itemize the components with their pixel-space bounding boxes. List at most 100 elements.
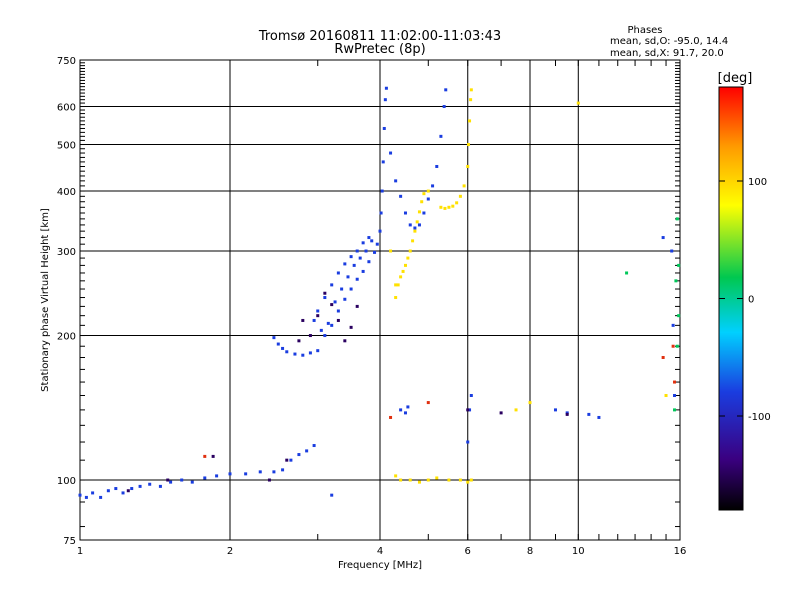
data-point: [553, 408, 557, 412]
data-point: [293, 352, 297, 356]
data-point: [330, 493, 334, 497]
data-point: [336, 318, 340, 322]
data-point: [361, 241, 365, 245]
data-point: [469, 478, 473, 482]
data-point: [466, 440, 470, 444]
data-point: [587, 412, 591, 416]
data-point: [180, 478, 184, 482]
data-point: [312, 318, 316, 322]
data-point: [276, 342, 280, 346]
data-point: [381, 160, 385, 164]
data-point: [469, 88, 473, 92]
data-point: [677, 263, 681, 267]
data-point: [406, 405, 410, 409]
data-point: [401, 269, 405, 273]
data-point: [148, 482, 152, 486]
data-point: [675, 344, 679, 348]
y-tick-label: 200: [57, 332, 76, 343]
data-point: [455, 201, 459, 205]
data-point: [361, 269, 365, 273]
data-point: [383, 98, 387, 102]
chart-title: Tromsø 20160811 11:02:00-11:03:43: [258, 29, 501, 44]
data-point: [364, 249, 368, 253]
data-point: [417, 480, 421, 484]
data-point: [415, 220, 419, 224]
data-point: [466, 480, 470, 484]
data-point: [469, 394, 473, 398]
y-tick-label: 75: [63, 536, 76, 547]
data-point: [323, 291, 327, 295]
data-point: [203, 476, 207, 480]
data-point: [267, 478, 271, 482]
phase-stats-x: mean, sd,X: 91.7, 20.0: [610, 48, 724, 59]
y-tick-label: 600: [57, 103, 76, 114]
data-point: [399, 275, 403, 279]
data-point: [355, 304, 359, 308]
data-point: [444, 88, 448, 92]
data-point: [297, 339, 301, 343]
data-point: [411, 239, 415, 243]
data-point: [336, 271, 340, 275]
data-point: [305, 449, 309, 453]
x-tick-label: 8: [527, 546, 533, 557]
data-point: [565, 411, 569, 415]
data-point: [380, 189, 384, 193]
colorbar-unit: [deg]: [718, 71, 753, 86]
phase-stats-heading: Phases: [627, 25, 662, 36]
data-point: [466, 164, 470, 168]
data-point: [389, 249, 393, 253]
data-point: [408, 249, 412, 253]
x-tick-label: 6: [465, 546, 471, 557]
data-point: [355, 249, 359, 253]
data-point: [158, 484, 162, 488]
data-point: [203, 454, 207, 458]
data-point: [466, 143, 470, 147]
data-point: [422, 211, 426, 215]
data-point: [426, 478, 430, 482]
x-tick-label: 10: [572, 546, 585, 557]
data-points: [78, 86, 681, 499]
data-point: [399, 408, 403, 412]
data-point: [673, 408, 677, 412]
data-point: [319, 328, 323, 332]
data-point: [190, 480, 194, 484]
data-point: [343, 262, 347, 266]
data-point: [675, 217, 679, 221]
data-point: [413, 226, 417, 230]
data-point: [281, 346, 285, 350]
data-point: [435, 164, 439, 168]
data-point: [576, 101, 580, 105]
y-tick-label: 100: [57, 476, 76, 487]
y-tick-label: 500: [57, 141, 76, 152]
data-point: [244, 472, 248, 476]
data-point: [308, 351, 312, 355]
data-point: [382, 126, 386, 130]
chart-subtitle: RwPretec (8p): [334, 42, 425, 57]
x-tick-label: 16: [674, 546, 687, 557]
data-point: [367, 236, 371, 240]
data-point: [458, 478, 462, 482]
y-tick-label: 400: [57, 187, 76, 198]
data-point: [316, 309, 320, 313]
data-point: [349, 325, 353, 329]
data-point: [439, 134, 443, 138]
data-point: [417, 223, 421, 227]
data-point: [272, 470, 276, 474]
data-point: [166, 478, 170, 482]
data-point: [349, 287, 353, 291]
data-point: [352, 263, 356, 267]
data-point: [399, 194, 403, 198]
data-point: [121, 491, 125, 495]
data-point: [426, 401, 430, 405]
data-point: [426, 197, 430, 201]
data-point: [211, 454, 215, 458]
data-point: [439, 205, 443, 209]
data-point: [323, 334, 327, 338]
data-point: [367, 260, 371, 264]
data-point: [664, 394, 668, 398]
data-point: [301, 353, 305, 357]
data-point: [413, 229, 417, 233]
data-point: [389, 151, 393, 155]
x-tick-label: 4: [377, 546, 383, 557]
data-point: [462, 184, 466, 188]
